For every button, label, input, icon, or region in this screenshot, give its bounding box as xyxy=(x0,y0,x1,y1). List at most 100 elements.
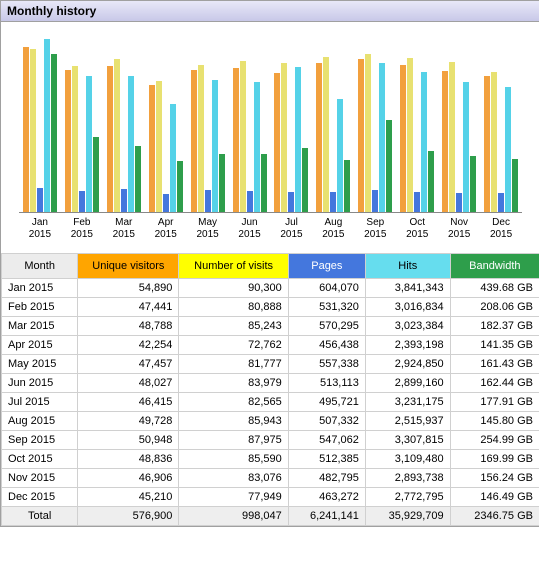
bar-pages xyxy=(498,193,504,212)
bar-pages xyxy=(414,192,420,212)
table-row: Oct 201548,83685,590512,3853,109,480169.… xyxy=(2,450,539,469)
total-cell-hits: 35,929,709 xyxy=(365,507,450,526)
bar-visits xyxy=(114,59,120,212)
bar-bandwidth xyxy=(177,161,183,212)
bar-bandwidth xyxy=(51,54,57,212)
cell-bandwidth: 169.99 GB xyxy=(450,450,539,469)
cell-pages: 547,062 xyxy=(288,431,365,450)
chart-area: Jan2015Feb2015Mar2015Apr2015May2015Jun20… xyxy=(1,22,539,245)
cell-hits: 3,841,343 xyxy=(365,279,450,298)
bar-pages xyxy=(330,192,336,212)
bar-pages xyxy=(372,190,378,212)
bar-visits xyxy=(156,81,162,212)
bar-pages xyxy=(163,194,169,212)
bar-unique xyxy=(65,70,71,212)
cell-pages: 495,721 xyxy=(288,393,365,412)
cell-visits: 80,888 xyxy=(179,298,288,317)
cell-pages: 604,070 xyxy=(288,279,365,298)
bar-visits xyxy=(30,49,36,212)
bar-visits xyxy=(491,72,497,212)
bar-unique xyxy=(358,59,364,212)
bar-hits xyxy=(44,39,50,212)
cell-hits: 2,393,198 xyxy=(365,336,450,355)
cell-visits: 85,590 xyxy=(179,450,288,469)
bar-hits xyxy=(212,80,218,212)
cell-hits: 3,307,815 xyxy=(365,431,450,450)
bar-visits xyxy=(407,58,413,212)
cell-bandwidth: 208.06 GB xyxy=(450,298,539,317)
cell-month: Oct 2015 xyxy=(2,450,78,469)
cell-pages: 456,438 xyxy=(288,336,365,355)
bar-visits xyxy=(323,57,329,212)
cell-pages: 507,332 xyxy=(288,412,365,431)
chart-month-label: Aug2015 xyxy=(312,217,354,241)
bar-unique xyxy=(107,66,113,212)
cell-unique: 48,788 xyxy=(78,317,179,336)
bar-bandwidth xyxy=(261,154,267,212)
cell-month: Sep 2015 xyxy=(2,431,78,450)
cell-visits: 90,300 xyxy=(179,279,288,298)
cell-hits: 3,109,480 xyxy=(365,450,450,469)
col-header-unique: Unique visitors xyxy=(78,254,179,279)
table-row: Jul 201546,41582,565495,7213,231,175177.… xyxy=(2,393,539,412)
chart-month-label: Jun2015 xyxy=(229,217,271,241)
cell-bandwidth: 162.44 GB xyxy=(450,374,539,393)
chart-month-group xyxy=(145,81,187,212)
chart-month-label: Feb2015 xyxy=(61,217,103,241)
bar-hits xyxy=(254,82,260,212)
table-row: Nov 201546,90683,076482,7952,893,738156.… xyxy=(2,469,539,488)
cell-hits: 2,515,937 xyxy=(365,412,450,431)
bar-unique xyxy=(191,70,197,212)
cell-pages: 557,338 xyxy=(288,355,365,374)
chart-month-group xyxy=(229,61,271,212)
bar-hits xyxy=(337,99,343,212)
cell-visits: 83,979 xyxy=(179,374,288,393)
chart-month-group xyxy=(396,58,438,212)
cell-bandwidth: 439.68 GB xyxy=(450,279,539,298)
data-table: MonthUnique visitorsNumber of visitsPage… xyxy=(1,253,539,526)
chart-month-group xyxy=(480,72,522,212)
chart-month-group xyxy=(271,63,313,212)
col-header-bandwidth: Bandwidth xyxy=(450,254,539,279)
bar-visits xyxy=(72,66,78,212)
bar-unique xyxy=(274,73,280,212)
bar-bandwidth xyxy=(93,137,99,212)
col-header-visits: Number of visits xyxy=(179,254,288,279)
cell-unique: 46,415 xyxy=(78,393,179,412)
bar-unique xyxy=(442,71,448,212)
bar-visits xyxy=(198,65,204,212)
cell-visits: 87,975 xyxy=(179,431,288,450)
chart-month-label: May2015 xyxy=(187,217,229,241)
total-cell-month: Total xyxy=(2,507,78,526)
cell-month: Jul 2015 xyxy=(2,393,78,412)
chart-month-group xyxy=(19,39,61,212)
cell-month: Aug 2015 xyxy=(2,412,78,431)
cell-unique: 47,441 xyxy=(78,298,179,317)
cell-pages: 570,295 xyxy=(288,317,365,336)
chart-month-group xyxy=(354,54,396,212)
chart-month-group xyxy=(187,65,229,212)
bar-hits xyxy=(421,72,427,212)
bar-visits xyxy=(365,54,371,212)
chart-month-group xyxy=(438,62,480,212)
bar-visits xyxy=(281,63,287,212)
total-cell-unique: 576,900 xyxy=(78,507,179,526)
bar-bandwidth xyxy=(428,151,434,212)
table-row: Sep 201550,94887,975547,0623,307,815254.… xyxy=(2,431,539,450)
bar-visits xyxy=(449,62,455,212)
chart-bars xyxy=(19,32,522,213)
cell-bandwidth: 141.35 GB xyxy=(450,336,539,355)
table-row: Feb 201547,44180,888531,3203,016,834208.… xyxy=(2,298,539,317)
cell-hits: 3,023,384 xyxy=(365,317,450,336)
table-row: Apr 201542,25472,762456,4382,393,198141.… xyxy=(2,336,539,355)
cell-month: Dec 2015 xyxy=(2,488,78,507)
cell-pages: 512,385 xyxy=(288,450,365,469)
total-cell-visits: 998,047 xyxy=(179,507,288,526)
bar-hits xyxy=(170,104,176,212)
bar-bandwidth xyxy=(219,154,225,212)
cell-bandwidth: 254.99 GB xyxy=(450,431,539,450)
cell-month: Feb 2015 xyxy=(2,298,78,317)
cell-hits: 3,231,175 xyxy=(365,393,450,412)
cell-pages: 531,320 xyxy=(288,298,365,317)
panel-title: Monthly history xyxy=(1,1,539,22)
